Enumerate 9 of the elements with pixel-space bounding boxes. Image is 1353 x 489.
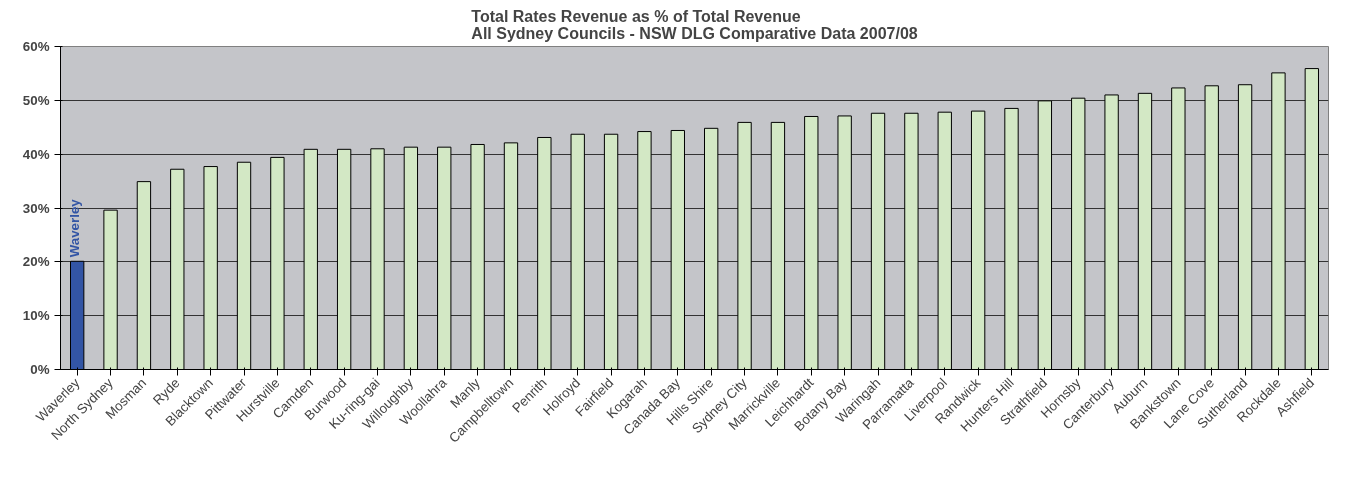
chart-title: Total Rates Revenue as % of Total Revenue All Sydney Councils - NSW DLG Comparative Data 2007/08: [471, 7, 918, 42]
y-tick-label: 50%: [22, 92, 50, 108]
y-tick-label: 40%: [22, 146, 50, 162]
y-tick-label: 30%: [22, 200, 50, 216]
annotation: Waverley: [67, 198, 83, 258]
y-tick-label: 0%: [30, 362, 50, 377]
y-tick-label: 10%: [22, 308, 50, 324]
y-tick-label: 20%: [22, 254, 50, 270]
y-tick-label: 60%: [22, 39, 50, 54]
